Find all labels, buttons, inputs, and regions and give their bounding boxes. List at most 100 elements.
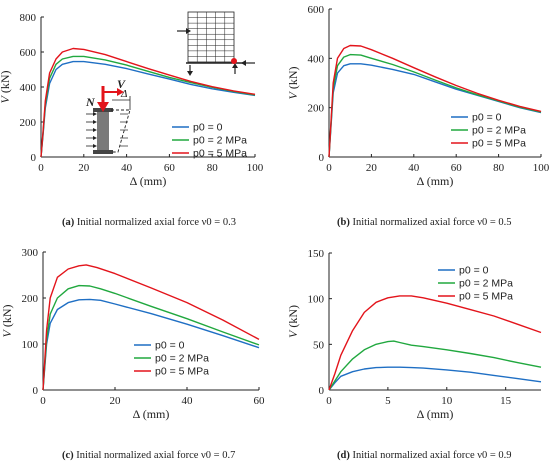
y-tick-label: 200: [308, 103, 325, 115]
series-line-p0_0: [42, 298, 260, 391]
arrow-head: [93, 136, 97, 140]
y-tick-label: 100: [308, 294, 325, 306]
arrow-head: [186, 28, 191, 34]
caption-a-text: Initial normalized axial force ν0 = 0.3: [76, 217, 236, 228]
chart-b: 0 20 40 60 80 100 0 200 400 600 Δ (mm) V (kN) p0 = 0…: [286, 4, 550, 188]
inset-label-delta: Δ: [120, 88, 127, 100]
series-line-p0_0: [40, 60, 256, 158]
y-tick-label: 300: [22, 247, 39, 259]
x-tick-label: 80: [207, 162, 219, 174]
y-tick-label: 400: [20, 82, 37, 94]
caption-d: (d) Initial normalized axial force ν0 = …: [337, 450, 512, 461]
x-tick-label: 5: [385, 395, 391, 407]
x-tick-label: 100: [247, 162, 264, 174]
arrow-head: [187, 71, 193, 76]
x-tick-label: 40: [121, 162, 133, 174]
wall-grid-outline: [187, 11, 235, 63]
y-tick-label: 0: [31, 152, 37, 164]
x-tick-label: 20: [110, 395, 122, 407]
x-tick-label: 40: [408, 162, 420, 174]
x-axis-label: Δ (mm): [130, 174, 167, 188]
x-tick-label: 60: [254, 395, 266, 407]
caption-a-tag: (a): [62, 217, 75, 228]
arrow-head: [93, 128, 97, 132]
y-axis-label: V (kN): [0, 304, 14, 337]
deformed-shape: [111, 109, 131, 153]
legend-label: p0 = 0: [155, 340, 185, 352]
inset-element-schematic: N VΔ: [85, 77, 131, 154]
y-tick-label: 600: [20, 47, 37, 59]
series-line-p0_2: [42, 284, 260, 391]
y-tick-label: 600: [308, 4, 325, 16]
caption-b: (b) Initial normalized axial force ν0 = …: [337, 217, 512, 228]
legend-label: p0 = 2 MPa: [155, 353, 209, 365]
x-tick-label: 0: [38, 162, 44, 174]
series-line-p0_5: [42, 264, 260, 391]
series-line-p0_5: [328, 44, 542, 158]
x-axis-label: Δ (mm): [417, 174, 454, 188]
legend-label: p0 = 5 MPa: [193, 148, 247, 160]
x-tick-label: 0: [326, 395, 332, 407]
x-tick-label: 100: [533, 162, 550, 174]
caption-b-tag: (b): [337, 217, 350, 228]
arrow-head: [241, 60, 246, 66]
chart-a: 0 20 40 60 80 100 0 200 400 600 800 Δ (mm) V (kN) p0 …: [0, 12, 264, 188]
shear-arrowhead: [117, 88, 124, 96]
caption-b-text: Initial normalized axial force ν0 = 0.5: [352, 217, 512, 228]
x-tick-label: 40: [182, 395, 194, 407]
y-tick-label: 0: [319, 152, 325, 164]
y-axis-label: V (kN): [286, 305, 300, 338]
x-tick-label: 60: [451, 162, 463, 174]
y-tick-label: 200: [22, 293, 39, 305]
y-axis-label-symbol: V: [0, 329, 14, 338]
y-tick-label: 50: [313, 339, 325, 351]
legend-label: p0 = 2 MPa: [193, 135, 247, 147]
x-tick-label: 60: [164, 162, 176, 174]
legend-label: p0 = 0: [459, 265, 489, 277]
y-tick-label: 0: [33, 385, 39, 397]
y-axis-label-symbol: V: [286, 91, 300, 100]
legend-label: p0 = 2 MPa: [459, 278, 513, 290]
series-line-p0_2: [328, 53, 542, 158]
y-axis-label-unit: (kN): [0, 304, 14, 330]
caption-c: (c) Initial normalized axial force ν0 = …: [62, 450, 235, 461]
y-tick-label: 200: [20, 117, 37, 129]
y-axis-label-symbol: V: [0, 95, 12, 104]
caption-d-text: Initial normalized axial force ν0 = 0.9: [352, 450, 512, 461]
y-tick-label: 400: [308, 53, 325, 65]
y-axis-label-unit: (kN): [286, 305, 300, 331]
legend-label: p0 = 0: [472, 112, 502, 124]
arrow-head: [93, 112, 97, 116]
caption-c-tag: (c): [62, 450, 74, 461]
legend-label: p0 = 2 MPa: [472, 125, 526, 137]
arrow-head: [93, 144, 97, 148]
arrow-head: [93, 120, 97, 124]
axial-load-arrowhead: [97, 102, 109, 112]
y-tick-label: 0: [319, 385, 325, 397]
x-tick-label: 15: [500, 395, 512, 407]
y-axis-label: V (kN): [0, 70, 12, 103]
x-tick-label: 0: [40, 395, 46, 407]
y-axis-label-unit: (kN): [0, 70, 12, 96]
gray-panel: [97, 110, 109, 152]
inset-frame-schematic: [177, 11, 255, 76]
x-tick-label: 20: [78, 162, 90, 174]
y-tick-label: 150: [308, 248, 325, 260]
caption-c-text: Initial normalized axial force ν0 = 0.7: [76, 450, 236, 461]
arrow-head: [232, 63, 238, 68]
y-tick-label: 800: [20, 12, 37, 24]
caption-a: (a) Initial normalized axial force ν0 = …: [62, 217, 236, 228]
inset-label-n: N: [85, 95, 96, 109]
x-tick-label: 80: [493, 162, 505, 174]
inset-label-v: V: [117, 77, 126, 91]
y-axis-label: V (kN): [286, 66, 300, 99]
series-line-p0_5: [40, 47, 256, 158]
caption-d-tag: (d): [337, 450, 350, 461]
x-tick-label: 10: [441, 395, 453, 407]
